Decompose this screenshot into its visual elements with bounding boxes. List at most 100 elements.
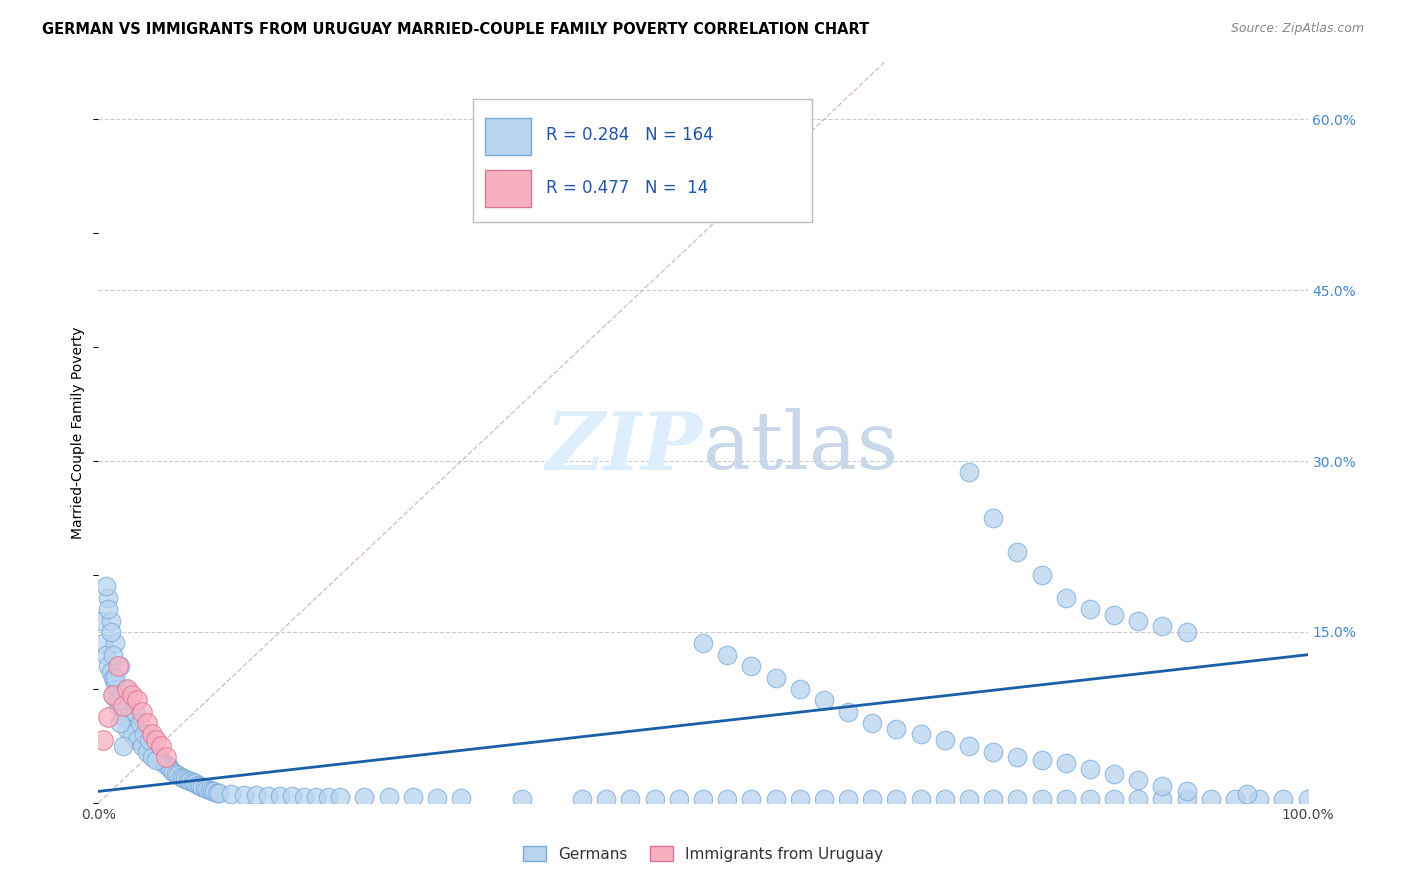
Point: [145, 733, 167, 747]
Point: [316, 790, 339, 805]
Point: [934, 733, 956, 747]
Point: [134, 737, 156, 751]
Point: [150, 739, 173, 753]
Point: [860, 792, 883, 806]
Point: [1054, 792, 1077, 806]
Point: [131, 705, 153, 719]
Point: [108, 688, 131, 702]
Point: [121, 727, 143, 741]
Point: [181, 775, 204, 789]
Point: [155, 758, 177, 772]
Point: [169, 770, 191, 784]
Point: [221, 787, 243, 801]
Bar: [485, 118, 531, 155]
Point: [981, 511, 1004, 525]
Point: [107, 698, 129, 713]
Point: [716, 648, 738, 662]
Text: Source: ZipAtlas.com: Source: ZipAtlas.com: [1230, 22, 1364, 36]
Point: [426, 791, 449, 805]
Point: [134, 727, 156, 741]
Point: [184, 776, 207, 790]
Point: [1102, 767, 1125, 781]
Point: [305, 790, 328, 805]
Point: [1031, 568, 1053, 582]
Point: [104, 676, 127, 690]
Point: [100, 614, 122, 628]
Point: [668, 792, 690, 806]
Point: [117, 705, 139, 719]
Point: [692, 792, 714, 806]
Point: [148, 751, 170, 765]
Point: [94, 579, 117, 593]
Point: [1128, 792, 1150, 806]
Point: [114, 698, 136, 713]
Legend: Germans, Immigrants from Uruguay: Germans, Immigrants from Uruguay: [515, 838, 891, 869]
Point: [886, 722, 908, 736]
Point: [329, 790, 352, 805]
Point: [1078, 792, 1101, 806]
Point: [860, 716, 883, 731]
Point: [205, 786, 228, 800]
Point: [201, 784, 224, 798]
Text: R = 0.477   N =  14: R = 0.477 N = 14: [546, 179, 709, 197]
Point: [1078, 602, 1101, 616]
Point: [94, 648, 117, 662]
Point: [1054, 591, 1077, 605]
Point: [1272, 792, 1295, 806]
Point: [1296, 792, 1319, 806]
Point: [188, 779, 211, 793]
Point: [101, 671, 124, 685]
Point: [692, 636, 714, 650]
Point: [194, 780, 217, 795]
Point: [813, 792, 835, 806]
Point: [1128, 772, 1150, 787]
Point: [135, 739, 157, 753]
Point: [619, 792, 641, 806]
Point: [160, 763, 183, 777]
Point: [141, 727, 163, 741]
Point: [143, 747, 166, 761]
Point: [177, 772, 200, 787]
Point: [1128, 614, 1150, 628]
Text: GERMAN VS IMMIGRANTS FROM URUGUAY MARRIED-COUPLE FAMILY POVERTY CORRELATION CHAR: GERMAN VS IMMIGRANTS FROM URUGUAY MARRIE…: [42, 22, 869, 37]
Point: [981, 745, 1004, 759]
Point: [1223, 792, 1246, 806]
Point: [138, 742, 160, 756]
Y-axis label: Married-Couple Family Poverty: Married-Couple Family Poverty: [72, 326, 86, 539]
Point: [910, 727, 932, 741]
FancyBboxPatch shape: [474, 99, 811, 221]
Point: [450, 791, 472, 805]
Point: [107, 659, 129, 673]
Point: [121, 688, 143, 702]
Point: [837, 792, 859, 806]
Point: [281, 789, 304, 803]
Point: [353, 790, 375, 805]
Point: [1249, 792, 1271, 806]
Point: [837, 705, 859, 719]
Point: [135, 716, 157, 731]
Point: [204, 784, 226, 798]
Point: [104, 636, 127, 650]
Point: [101, 688, 124, 702]
Point: [232, 788, 254, 802]
Point: [121, 716, 143, 731]
Point: [245, 788, 267, 802]
Point: [187, 778, 209, 792]
Point: [108, 716, 131, 731]
Point: [510, 792, 533, 806]
Point: [179, 774, 201, 789]
Point: [111, 710, 134, 724]
Point: [91, 733, 114, 747]
Bar: [485, 169, 531, 207]
Point: [111, 693, 134, 707]
Point: [1175, 792, 1198, 806]
Point: [174, 772, 197, 786]
Point: [765, 671, 787, 685]
Point: [128, 730, 150, 744]
Point: [100, 624, 122, 639]
Point: [114, 681, 136, 696]
Point: [1078, 762, 1101, 776]
Point: [765, 792, 787, 806]
Point: [165, 767, 187, 781]
Point: [1007, 792, 1029, 806]
